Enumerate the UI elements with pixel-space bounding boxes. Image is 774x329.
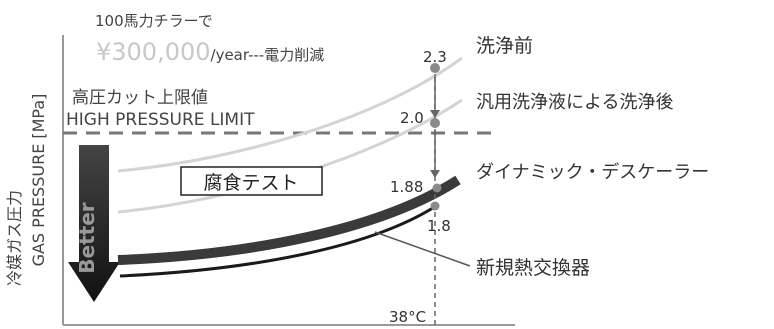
value-label-after-general: 2.0 xyxy=(400,109,424,127)
arrow-before-to-general xyxy=(430,74,440,118)
value-label-before: 2.3 xyxy=(423,48,447,66)
value-label-new-hx: 1.8 xyxy=(427,217,451,235)
better-arrow xyxy=(68,145,120,302)
value-label-descaler: 1.88 xyxy=(390,178,423,196)
limit-label-jp: 高圧カット上限値 xyxy=(72,88,208,108)
header-amount: ¥300,000 xyxy=(96,38,211,66)
series-label-descaler: ダイナミック・デスケーラー xyxy=(476,162,709,183)
marker-after-general xyxy=(430,118,440,128)
new-hx-leader-line xyxy=(374,231,471,267)
y-axis-label-jp: 冷媒ガス圧力 xyxy=(5,190,24,286)
header-rest: /year---電力削減 xyxy=(211,46,325,64)
series-line-before xyxy=(117,56,463,173)
series-line-new-hx xyxy=(119,204,437,278)
series-line-descaler xyxy=(117,175,461,265)
header-line1: 100馬力チラーで xyxy=(95,12,213,30)
marker-descaler xyxy=(432,183,442,193)
limit-label-en: HIGH PRESSURE LIMIT xyxy=(66,110,255,130)
y-axis-label-en: GAS PRESSURE [MPa] xyxy=(29,94,48,267)
arrow-general-to-descaler xyxy=(430,129,440,178)
better-label: Better xyxy=(75,202,99,273)
temp-label: 38°C xyxy=(389,308,426,326)
header-line2: ¥300,000/year---電力削減 xyxy=(96,38,324,66)
series-label-before: 洗浄前 xyxy=(476,35,533,57)
marker-before xyxy=(430,63,440,73)
corrosion-test-label: 腐食テスト xyxy=(203,172,298,194)
series-label-after-general: 汎用洗浄液による洗浄後 xyxy=(476,92,673,113)
series-label-new-hx: 新規熱交換器 xyxy=(476,257,590,279)
corrosion-test-box xyxy=(180,166,323,196)
marker-new-hx xyxy=(430,201,440,211)
